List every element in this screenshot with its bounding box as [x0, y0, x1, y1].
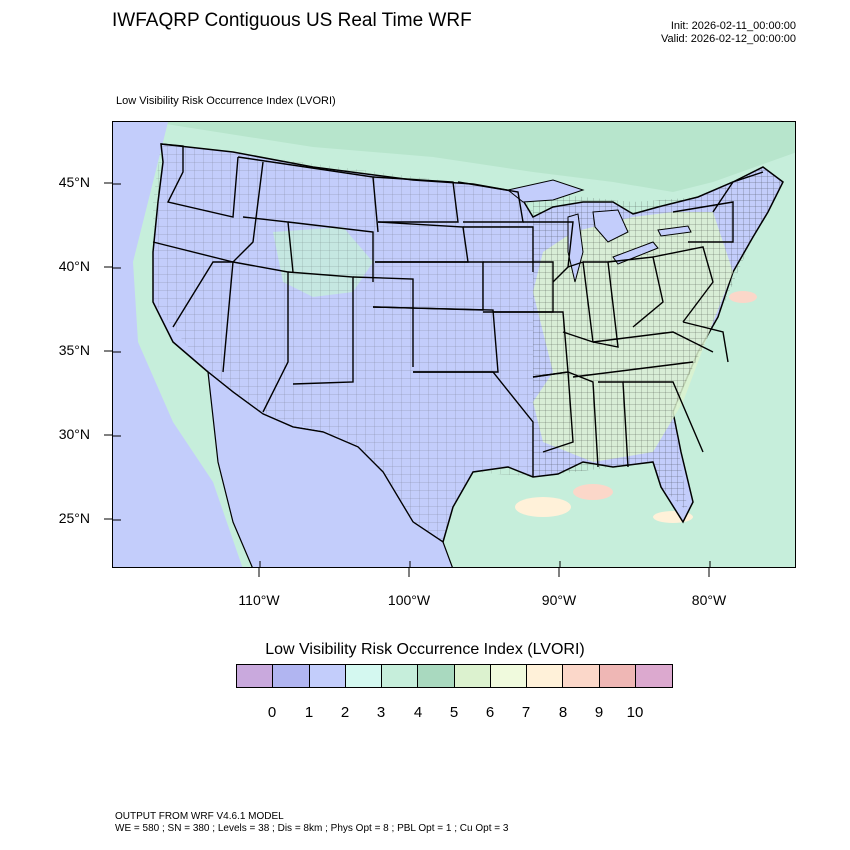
field-subtitle: Low Visibility Risk Occurrence Index (LV…	[116, 95, 336, 107]
lat-label-45n: 45°N	[58, 174, 90, 190]
colorbar-title: Low Visibility Risk Occurrence Index (LV…	[265, 641, 585, 658]
colorbar-label: 7	[521, 704, 531, 721]
colorbar-swatch	[599, 665, 636, 687]
init-time: Init: 2026-02-11_00:00:00	[670, 20, 796, 32]
lon-label-100w: 100°W	[387, 592, 431, 608]
warm-patch-4	[729, 291, 757, 303]
colorbar-swatch	[490, 665, 527, 687]
colorbar-swatch	[273, 665, 310, 687]
colorbar-label: 0	[267, 704, 277, 721]
map-title: IWFAQRP Contiguous US Real Time WRF	[112, 10, 472, 31]
map-panel	[112, 121, 796, 568]
lat-label-25n: 25°N	[58, 510, 90, 526]
colorbar-swatch	[454, 665, 491, 687]
lat-label-40n: 40°N	[58, 258, 90, 274]
lake-superior	[506, 179, 585, 203]
atlantic-ocean	[673, 244, 795, 567]
lon-label-90w: 90°W	[541, 592, 577, 608]
colorbar-label: 2	[340, 704, 350, 721]
pacific-ocean	[113, 122, 243, 567]
warm-patch-1	[515, 497, 571, 517]
colorbar-label: 3	[376, 704, 386, 721]
colorbar-label: 8	[558, 704, 568, 721]
lake-huron	[592, 209, 629, 243]
colorbar-label: 1	[304, 704, 314, 721]
colorbar-label: 10	[626, 704, 644, 721]
colorbar-swatch	[382, 665, 419, 687]
model-info-line1: OUTPUT FROM WRF V4.6.1 MODEL	[115, 811, 284, 822]
colorbar-swatch	[345, 665, 382, 687]
tick-marks	[113, 183, 711, 567]
lat-label-30n: 30°N	[58, 426, 90, 442]
model-info-line2: WE = 580 ; SN = 380 ; Levels = 38 ; Dis …	[115, 823, 509, 834]
colorbar-swatch	[527, 665, 564, 687]
colorbar-label: 6	[485, 704, 495, 721]
lon-label-80w: 80°W	[691, 592, 727, 608]
colorbar-swatch	[309, 665, 346, 687]
colorbar-label: 4	[413, 704, 423, 721]
valid-time: Valid: 2026-02-12_00:00:00	[661, 33, 796, 45]
map-svg	[113, 122, 795, 567]
lake-ontario	[657, 225, 692, 237]
canada-land	[113, 122, 795, 192]
state-borders	[152, 143, 764, 477]
county-grid-west	[153, 144, 533, 542]
colorbar-swatch	[635, 665, 672, 687]
warm-patch-2	[573, 484, 613, 500]
model-info: OUTPUT FROM WRF V4.6.1 MODEL WE = 580 ; …	[115, 811, 508, 835]
init-valid-times: Init: 2026-02-11_00:00:00 Valid: 2026-02…	[661, 20, 796, 46]
colorbar	[236, 664, 673, 688]
colorbar-swatch	[563, 665, 600, 687]
lon-label-110w: 110°W	[238, 592, 280, 608]
colorbar-label: 9	[594, 704, 604, 721]
colorbar-label: 5	[449, 704, 459, 721]
lat-label-35n: 35°N	[58, 342, 90, 358]
colorbar-swatch	[237, 665, 274, 687]
colorbar-swatch	[418, 665, 455, 687]
